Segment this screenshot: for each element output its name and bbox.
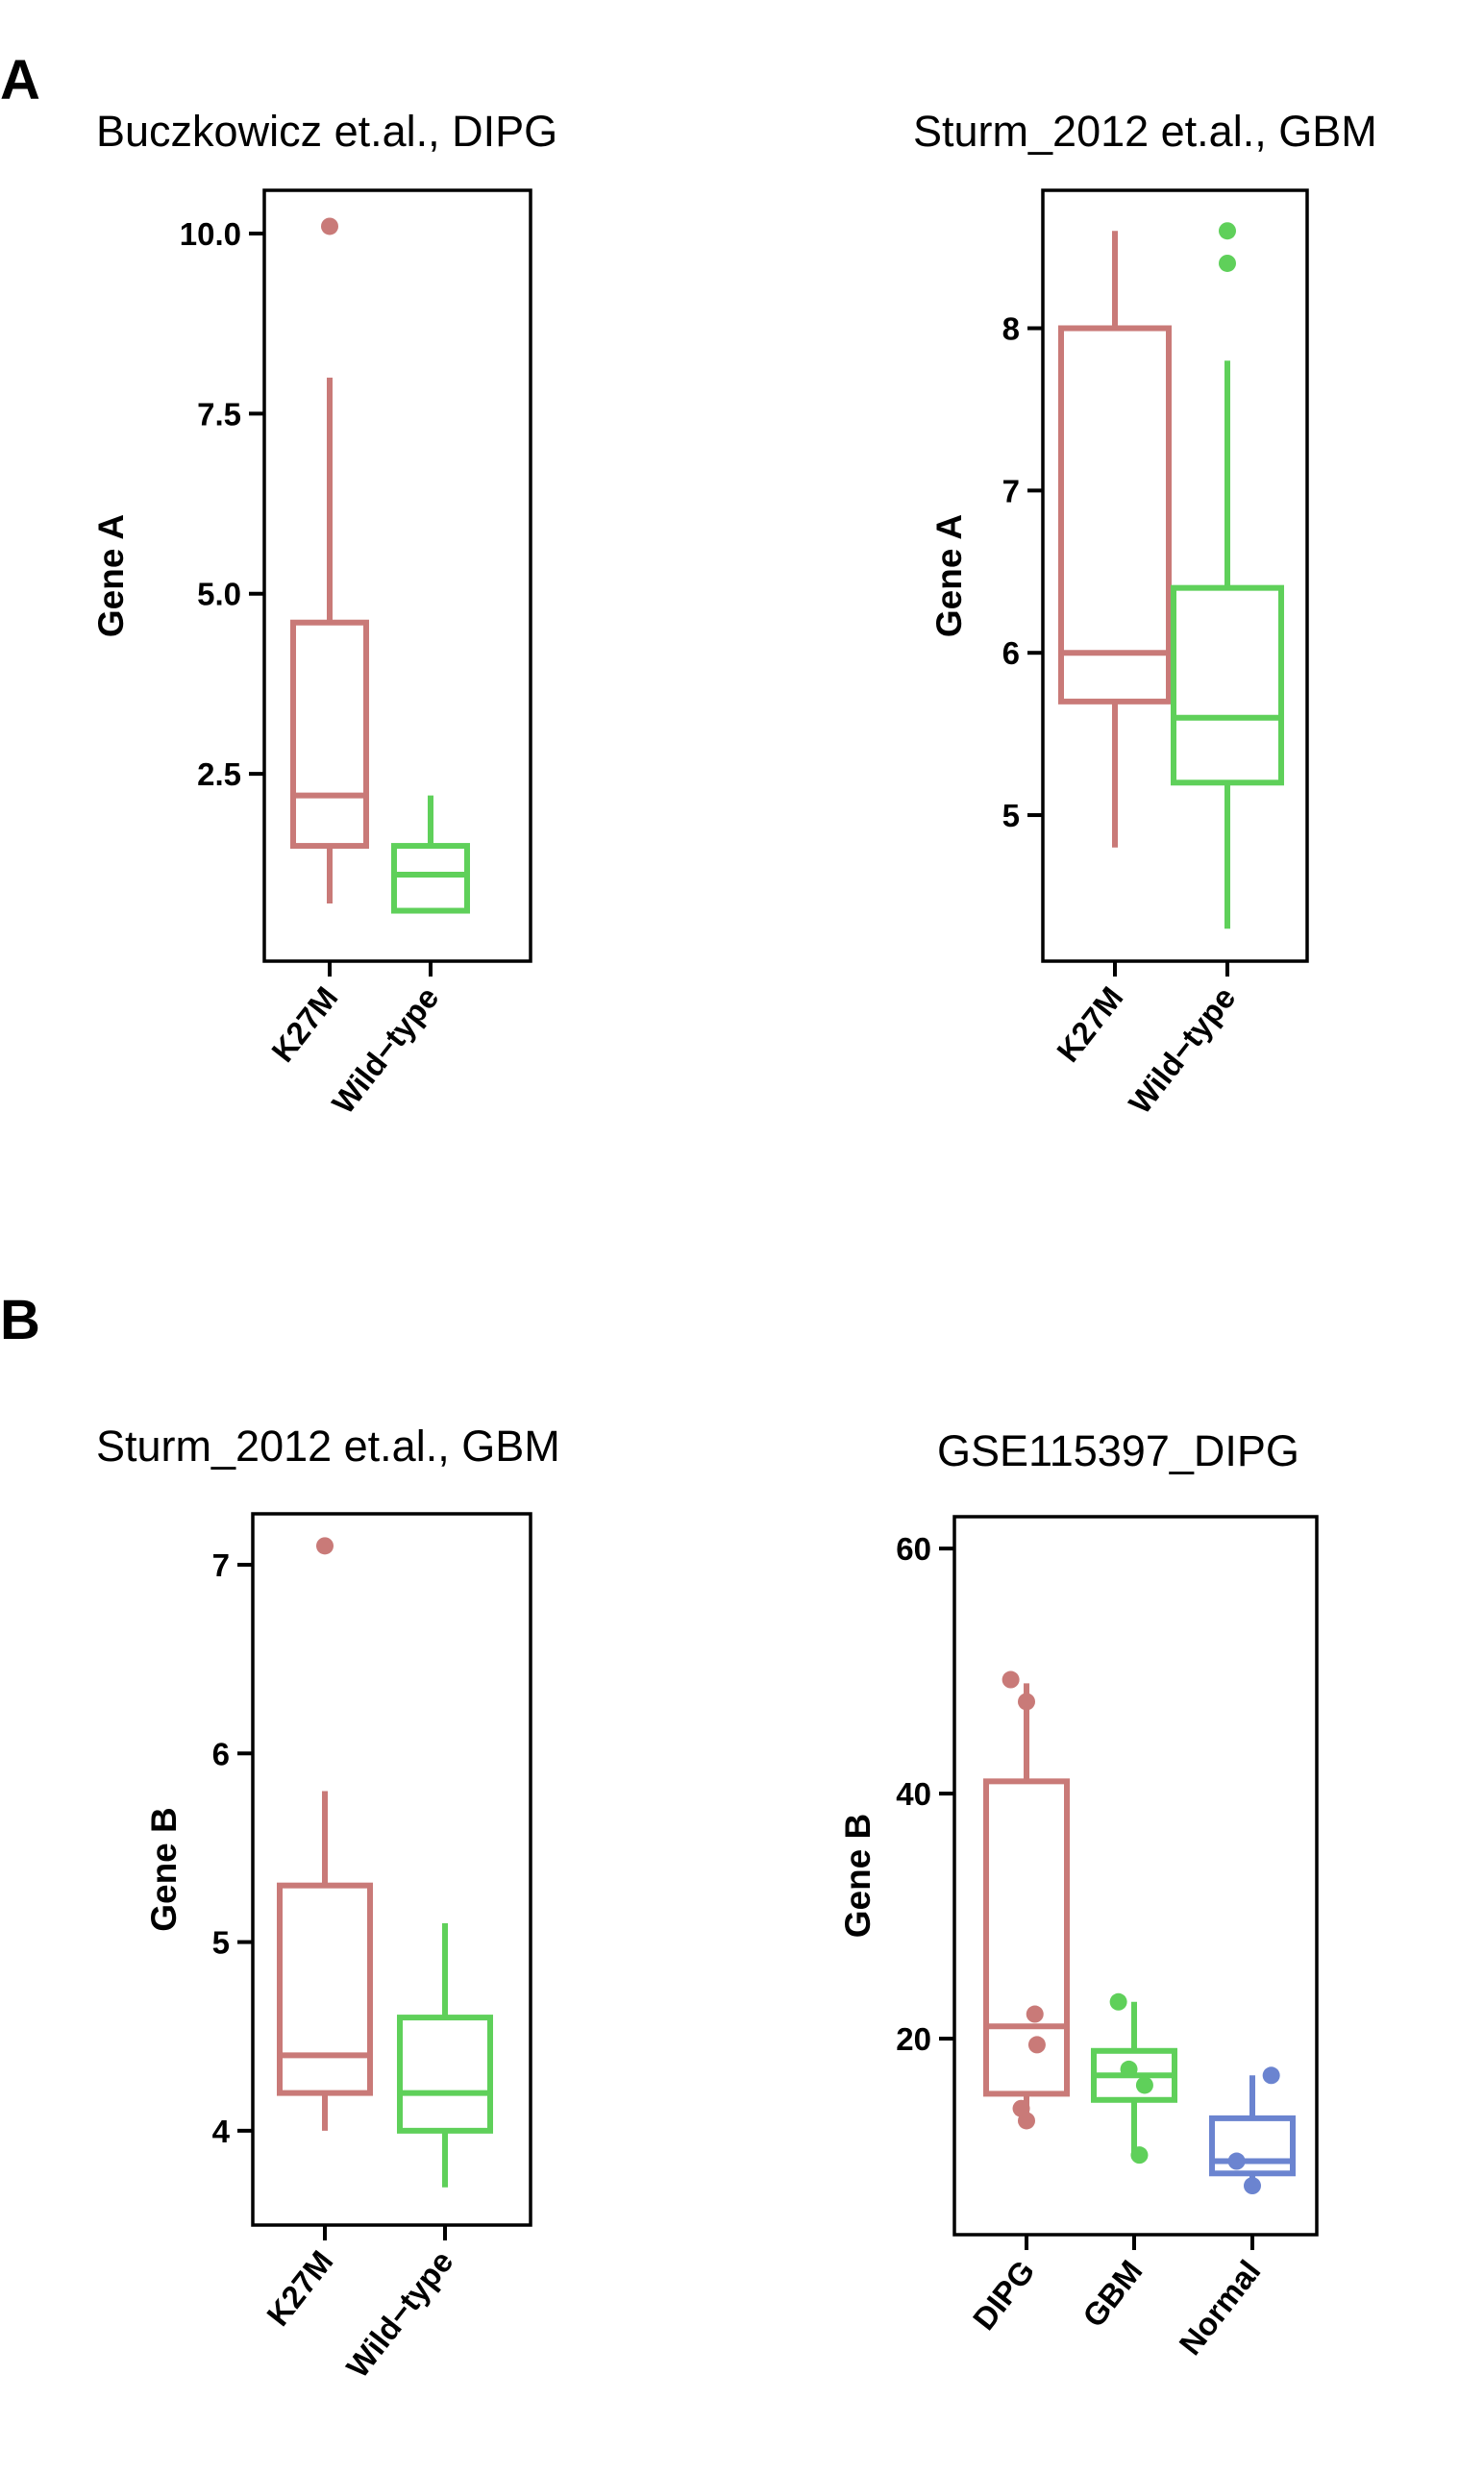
box-2 <box>1171 222 1284 929</box>
box-2 <box>1091 1992 1177 2165</box>
box-iqr <box>1209 2115 1296 2177</box>
outlier-point <box>321 217 338 235</box>
y-tick-label: 10.0 <box>180 216 241 252</box>
y-tick-label: 40 <box>896 1776 931 1812</box>
y-tick-label: 8 <box>1002 311 1020 347</box>
y-axis-label: Gene B <box>838 1814 878 1939</box>
box-iqr <box>1171 584 1284 786</box>
data-point <box>1120 2060 1138 2078</box>
box-1 <box>983 1670 1070 2130</box>
data-point <box>1244 2177 1261 2195</box>
plot-frame <box>1041 188 1309 963</box>
outlier-point <box>1219 222 1236 240</box>
box-iqr <box>397 2015 493 2134</box>
x-category-label: Normal <box>1172 2254 1267 2362</box>
x-category-label: GBM <box>1076 2254 1150 2334</box>
y-tick-label: 4 <box>212 2114 231 2149</box>
plot-frame <box>262 188 532 963</box>
data-point <box>1130 2146 1149 2165</box>
chart-panel-4: GSE115397_DIPG 20 40 60 Gene B DIPG GBM Normal <box>838 1426 1319 2362</box>
chart-title: Buczkowicz et.al., DIPG <box>96 107 557 156</box>
y-tick-label: 20 <box>896 2021 931 2057</box>
box-iqr <box>290 619 369 850</box>
y-tick-label: 7.5 <box>197 396 241 432</box>
chart-panel-2: Sturm_2012 et.al., GBM 5 6 7 8 Gene A K27MWild… <box>913 107 1377 1121</box>
y-axis-label: Gene B <box>144 1807 184 1932</box>
box-2 <box>397 1922 493 2188</box>
data-point <box>1109 1992 1127 2011</box>
y-tick-label: 6 <box>1002 635 1020 671</box>
box-2 <box>391 795 470 914</box>
outlier-point <box>1219 254 1236 272</box>
chart-title: GSE115397_DIPG <box>937 1426 1299 1475</box>
box-iqr <box>1058 325 1172 705</box>
box-iqr <box>983 1778 1070 2097</box>
y-tick-label: 5 <box>1002 798 1020 833</box>
box-1 <box>277 1537 373 2131</box>
data-point <box>1027 2036 1046 2054</box>
y-tick-label: 2.5 <box>197 756 241 792</box>
y-axis-label: Gene A <box>91 514 131 637</box>
y-tick-label: 5 <box>212 1925 230 1961</box>
panel-label-b: B <box>0 1289 40 1351</box>
plot-frame <box>251 1512 532 2227</box>
x-category-label: K27M <box>260 2244 339 2333</box>
box-3 <box>1209 2066 1296 2195</box>
box-iqr <box>391 843 470 914</box>
data-point <box>1018 1693 1035 1711</box>
y-tick-label: 5.0 <box>197 577 241 612</box>
y-tick-label: 6 <box>212 1736 230 1771</box>
chart-panel-3: Sturm_2012 et.al., GBM 4 5 6 7 Gene B K27M Wild… <box>96 1422 560 2385</box>
chart-title: Sturm_2012 et.al., GBM <box>913 107 1377 156</box>
x-category-label: Wild−type <box>1122 980 1242 1121</box>
box-1 <box>290 217 369 904</box>
panel-label-a: A <box>0 49 40 111</box>
y-axis-label: Gene A <box>929 514 969 637</box>
x-category-label: K27M <box>1050 980 1129 1069</box>
data-point <box>1227 2152 1246 2170</box>
box-1 <box>1058 231 1172 848</box>
data-point <box>1026 2005 1044 2023</box>
data-point <box>1002 1670 1020 1689</box>
data-point <box>1018 2112 1035 2130</box>
chart-title: Sturm_2012 et.al., GBM <box>96 1422 560 1471</box>
data-point <box>1262 2066 1280 2085</box>
x-category-label: DIPG <box>966 2254 1042 2337</box>
x-category-label: K27M <box>264 980 344 1069</box>
chart-panel-1: Buczkowicz et.al., DIPG 2.5 5.0 7.5 10.0 Gene… <box>91 107 557 1121</box>
y-tick-label: 7 <box>1002 473 1020 508</box>
x-category-label: Wild−type <box>339 2244 459 2385</box>
box-iqr <box>277 1882 373 2096</box>
y-tick-label: 7 <box>212 1547 230 1583</box>
y-tick-label: 60 <box>896 1531 931 1567</box>
data-point <box>1135 2076 1153 2094</box>
outlier-point <box>316 1537 334 1555</box>
